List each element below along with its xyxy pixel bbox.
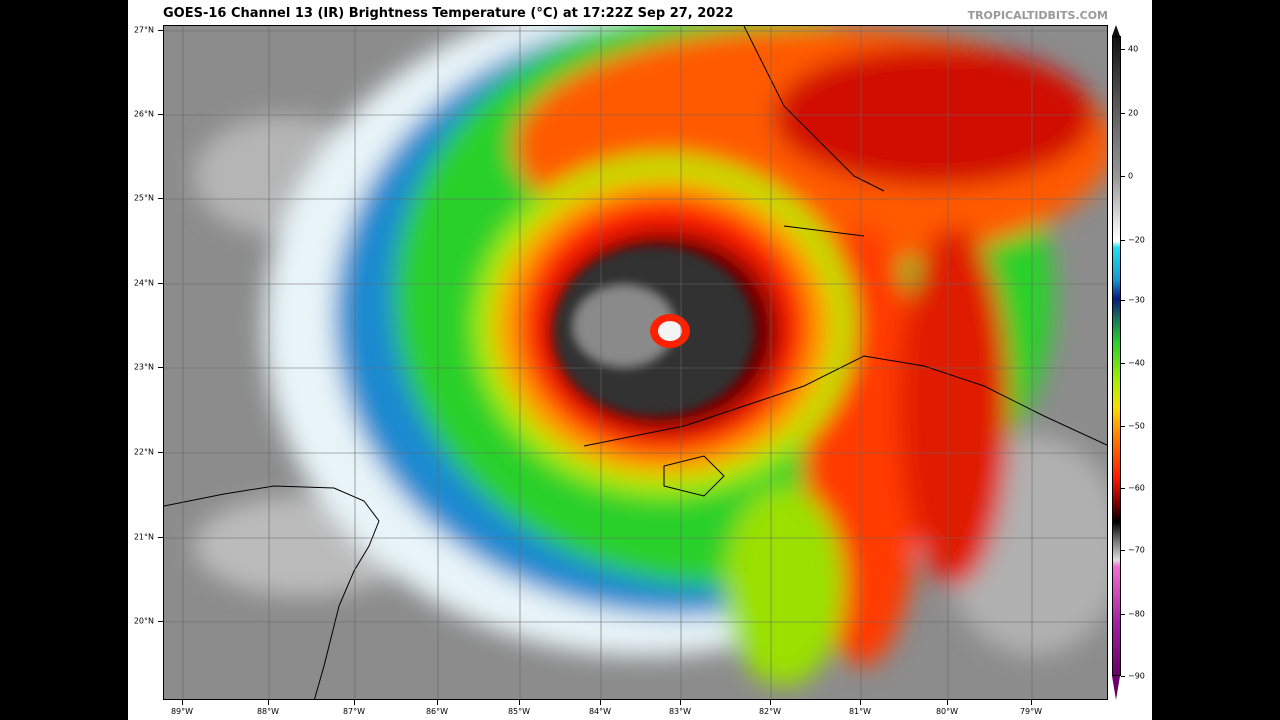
lon-label: 83°W [668,707,692,716]
colorbar-extend-top [1112,25,1120,36]
lon-tick [437,700,438,705]
colorbar-tick-label: 20 [1128,108,1139,118]
colorbar-tick [1121,676,1125,677]
lat-tick [158,30,163,31]
lat-label: 25°N [133,193,154,203]
colorbar-tick [1121,550,1125,551]
colorbar-tick-label: −40 [1128,358,1145,368]
lat-label: 22°N [133,447,154,457]
lon-tick [182,700,183,705]
lon-label: 89°W [170,707,194,716]
ir-imagery [164,26,1107,699]
colorbar-tick-label: −60 [1128,483,1145,493]
lat-tick [158,621,163,622]
lon-tick [770,700,771,705]
lat-tick [158,198,163,199]
lat-label: 26°N [133,109,154,119]
lat-tick [158,537,163,538]
lat-label: 23°N [133,362,154,372]
credit-watermark: TROPICALTIDBITS.COM [967,9,1108,22]
colorbar-tick-label: −80 [1128,609,1145,619]
colorbar-tick [1121,426,1125,427]
lon-label: 81°W [848,707,872,716]
colorbar-tick-label: −70 [1128,545,1145,555]
lat-tick [158,452,163,453]
colorbar-tick-label: −90 [1128,671,1145,681]
colorbar-tick [1121,113,1125,114]
colorbar-tick [1121,363,1125,364]
colorbar-tick-label: −20 [1128,235,1145,245]
lon-label: 84°W [588,707,612,716]
colorbar-tick [1121,614,1125,615]
satellite-map [163,25,1108,700]
colorbar-tick [1121,300,1125,301]
lon-tick [268,700,269,705]
lat-label: 20°N [133,616,154,626]
hurricane-eye [658,321,682,341]
lon-tick [600,700,601,705]
lat-label: 24°N [133,278,154,288]
lat-tick [158,367,163,368]
lat-tick [158,283,163,284]
lon-label: 87°W [342,707,366,716]
lon-tick [680,700,681,705]
colorbar-tick [1121,49,1125,50]
coastlines [164,26,1107,699]
colorbar-tick-label: 40 [1128,44,1139,54]
colorbar-tick [1121,176,1125,177]
lon-tick [519,700,520,705]
lat-label: 27°N [133,25,154,35]
colorbar-extend-bottom [1112,676,1120,700]
colorbar-tick-label: −30 [1128,295,1145,305]
lat-tick [158,114,163,115]
figure-title: GOES-16 Channel 13 (IR) Brightness Tempe… [163,6,734,21]
colorbar-tick-label: −50 [1128,421,1145,431]
lon-label: 80°W [935,707,959,716]
colorbar-tick [1121,488,1125,489]
graticule [164,26,1107,699]
lat-label: 21°N [133,532,154,542]
lon-label: 79°W [1019,707,1043,716]
lon-tick [860,700,861,705]
colorbar-tick [1121,240,1125,241]
lon-tick [947,700,948,705]
lon-tick [1031,700,1032,705]
colorbar-tick-label: 0 [1128,171,1134,181]
lon-tick [354,700,355,705]
lon-label: 88°W [256,707,280,716]
colorbar [1112,36,1121,676]
lon-label: 85°W [507,707,531,716]
lon-label: 82°W [758,707,782,716]
lon-label: 86°W [425,707,449,716]
